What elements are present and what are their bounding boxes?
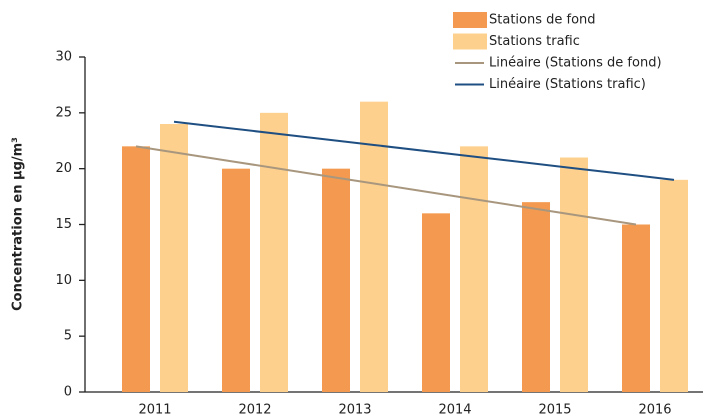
y-tick-label: 10 (55, 273, 72, 288)
legend-swatch (453, 12, 487, 28)
x-tick-label: 2015 (538, 403, 571, 418)
x-tick-label: 2016 (638, 403, 671, 418)
bar (160, 124, 188, 392)
bar (560, 157, 588, 392)
y-axis-label: Concentration en µg/m³ (11, 137, 26, 311)
trend-line (135, 145, 637, 226)
bar (122, 146, 150, 392)
bar (322, 168, 350, 392)
y-tick-label: 15 (55, 217, 72, 232)
x-tick-label: 2011 (138, 403, 171, 418)
trend-line (173, 120, 675, 181)
bar (460, 146, 488, 392)
x-tick-label: 2013 (338, 403, 371, 418)
bar (660, 179, 688, 392)
y-tick-label: 30 (55, 50, 72, 65)
x-tick-label: 2014 (438, 403, 471, 418)
legend-label: Linéaire (Stations trafic) (489, 77, 646, 92)
legend-label: Linéaire (Stations de fond) (489, 56, 662, 71)
legend-label: Stations de fond (489, 13, 596, 28)
bar (260, 112, 288, 392)
y-tick-label: 0 (64, 385, 72, 400)
bar (422, 213, 450, 392)
x-tick-label: 2012 (238, 403, 271, 418)
bar (360, 101, 388, 393)
legend-swatch (453, 33, 487, 50)
legend-label: Stations trafic (489, 34, 580, 49)
y-tick-label: 20 (55, 161, 72, 176)
bar (622, 224, 650, 392)
bar (222, 168, 250, 392)
bar (522, 202, 550, 392)
y-tick-label: 5 (64, 329, 72, 344)
y-tick-label: 25 (55, 105, 72, 120)
